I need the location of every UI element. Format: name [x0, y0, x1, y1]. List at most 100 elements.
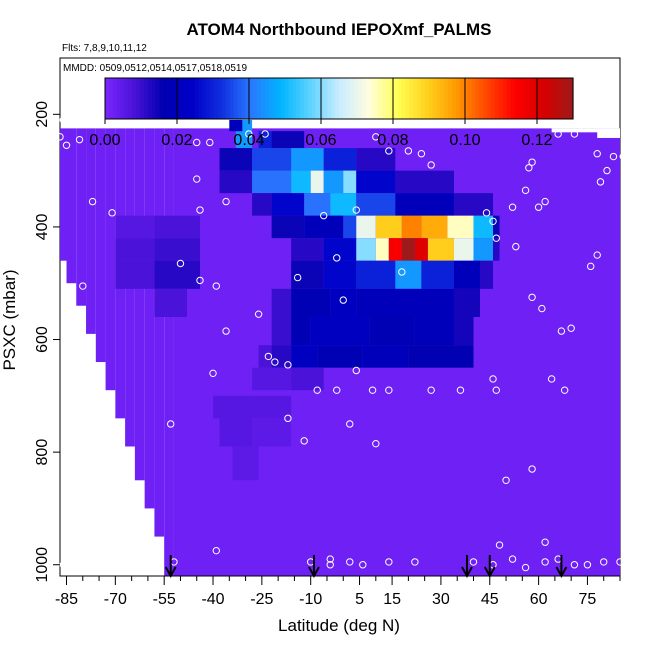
heatmap-cell — [493, 215, 500, 239]
heatmap-cell — [375, 215, 402, 239]
observation-point — [492, 234, 500, 242]
colorbar-cell — [417, 78, 422, 119]
x-tick-label: -10 — [299, 591, 322, 608]
colorbar-cell — [495, 78, 500, 119]
colorbar-cell — [456, 78, 461, 119]
heatmap-cell — [213, 395, 253, 419]
colorbar-cell — [436, 78, 441, 119]
observation-point — [600, 558, 608, 566]
colorbar-cell — [144, 78, 149, 119]
heatmap-cell — [115, 260, 155, 289]
heatmap-cell — [453, 260, 480, 289]
colorbar-cell — [241, 78, 246, 119]
observation-point — [209, 369, 217, 378]
colorbar-cell — [452, 78, 457, 119]
observation-point — [619, 152, 627, 161]
colorbar-cell — [245, 78, 250, 119]
colorbar-cell — [354, 78, 360, 119]
heatmap-cell — [323, 260, 357, 289]
dates-info: MMDD: 0509,0512,0514,0517,0518,0519 — [63, 63, 247, 74]
colorbar-cell — [284, 78, 289, 119]
heatmap-cells — [60, 119, 620, 576]
colorbar-cell — [389, 78, 395, 119]
heatmap-cell — [401, 215, 422, 239]
observation-point — [193, 175, 201, 183]
colorbar-tick-label: 0.02 — [161, 132, 192, 149]
colorbar-cell — [483, 78, 488, 119]
colorbar-cell — [397, 78, 402, 119]
chart-title: ATOM4 Northbound IEPOXmf_PALMS — [186, 20, 491, 39]
heatmap-cell — [154, 238, 200, 261]
colorbar-cell — [331, 78, 336, 119]
colorbar-cell — [569, 78, 574, 119]
colorbar-cell — [362, 78, 367, 119]
heatmap-cell — [480, 260, 494, 289]
colorbar-cell — [147, 78, 153, 119]
colorbar-cell — [124, 78, 129, 119]
y-tick-label: 200 — [34, 101, 51, 128]
observation-point — [570, 130, 579, 138]
flights-info: Flts: 7,8,9,10,11,12 — [62, 43, 147, 54]
heatmap-cell — [356, 260, 396, 289]
observation-point — [528, 158, 536, 166]
colorbar-cell — [553, 78, 558, 119]
heatmap-cell — [271, 193, 305, 216]
colorbar-cell — [206, 78, 211, 119]
colorbar-cell — [413, 78, 418, 119]
heatmap-cell — [164, 128, 174, 576]
colorbar-cell — [459, 78, 465, 119]
colorbar-cell — [214, 78, 219, 119]
heatmap-cell — [271, 345, 292, 368]
colorbar-cell — [346, 78, 352, 119]
colorbar-cell — [159, 78, 165, 119]
colorbar-cell — [335, 78, 340, 119]
colorbar-cell — [257, 78, 262, 119]
colorbar-cell — [190, 78, 196, 119]
heatmap-cell — [219, 418, 253, 447]
colorbar-cell — [261, 78, 266, 119]
colorbar-cell — [358, 78, 363, 119]
heatmap-cell — [395, 170, 454, 194]
colorbar-cell — [307, 78, 313, 119]
colorbar-cell — [444, 78, 449, 119]
heatmap-cell — [414, 317, 454, 346]
observation-point — [88, 197, 97, 206]
colorbar-cell — [132, 78, 137, 119]
observation-point — [372, 133, 380, 141]
colorbar-cell — [120, 78, 126, 119]
observation-point — [557, 327, 566, 335]
observation-point — [596, 178, 605, 186]
y-tick-label: 600 — [34, 326, 51, 353]
colorbar-cell — [303, 78, 309, 119]
colorbar-cell — [225, 78, 231, 119]
colorbar-cell — [541, 78, 547, 119]
heatmap-cell — [95, 128, 106, 363]
observation-point — [508, 555, 517, 563]
observation-point — [469, 558, 478, 566]
heatmap-cell — [252, 395, 292, 419]
colorbar-cell — [292, 78, 297, 119]
observation-point — [222, 327, 230, 335]
colorbar-cell — [526, 78, 531, 119]
observation-point — [495, 541, 504, 549]
colorbar-cell — [530, 78, 535, 119]
heatmap-cell — [401, 238, 415, 261]
observation-point — [385, 386, 393, 394]
observation-point — [206, 138, 214, 147]
colorbar-cell — [506, 78, 512, 119]
observation-point — [59, 116, 67, 124]
heatmap-cell — [252, 367, 292, 391]
colorbar-tick-label: 0.06 — [305, 132, 336, 149]
observation-point — [346, 420, 354, 428]
observation-point — [541, 197, 549, 206]
heatmap-cell — [356, 148, 396, 171]
heatmap-cell — [291, 170, 311, 194]
observation-point — [339, 296, 347, 304]
colorbar-cell — [565, 78, 570, 119]
colorbar-cell — [105, 78, 110, 119]
colorbar-cell — [448, 78, 453, 119]
colorbar-cell — [475, 78, 480, 119]
colorbar-cell — [319, 78, 324, 119]
colorbar-cell — [311, 78, 317, 119]
